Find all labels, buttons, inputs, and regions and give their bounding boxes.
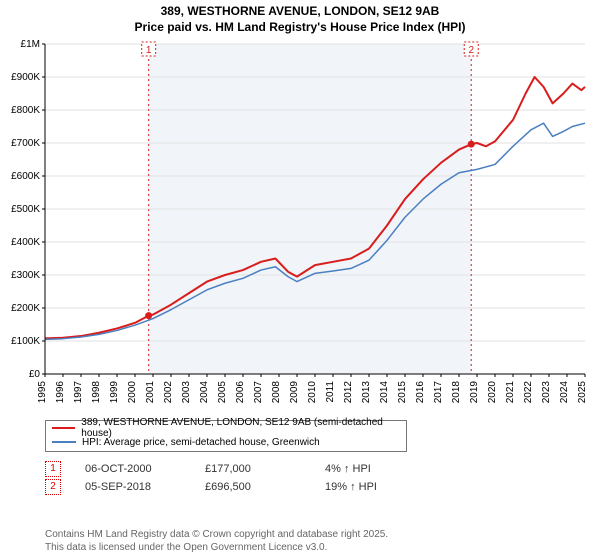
svg-text:2011: 2011 — [325, 381, 336, 403]
svg-text:2010: 2010 — [307, 381, 318, 404]
svg-text:2014: 2014 — [379, 381, 390, 404]
svg-text:1995: 1995 — [37, 381, 48, 404]
title-subtitle: Price paid vs. HM Land Registry's House … — [0, 20, 600, 34]
title-block: 389, WESTHORNE AVENUE, LONDON, SE12 9AB … — [0, 0, 600, 34]
svg-text:2025: 2025 — [577, 381, 588, 404]
transaction-price-1: £177,000 — [205, 463, 325, 475]
transaction-hpi-1: 4% ↑ HPI — [325, 463, 445, 475]
svg-text:2016: 2016 — [415, 381, 426, 404]
svg-text:1999: 1999 — [109, 381, 120, 404]
svg-text:2022: 2022 — [523, 381, 534, 404]
svg-text:1997: 1997 — [73, 381, 84, 404]
svg-text:2023: 2023 — [541, 381, 552, 404]
svg-text:£1M: £1M — [21, 39, 40, 50]
svg-text:2018: 2018 — [451, 381, 462, 404]
svg-text:2008: 2008 — [271, 381, 282, 404]
svg-text:2007: 2007 — [253, 381, 264, 404]
title-address: 389, WESTHORNE AVENUE, LONDON, SE12 9AB — [0, 4, 600, 18]
transaction-row-1: 1 06-OCT-2000 £177,000 4% ↑ HPI — [45, 460, 585, 478]
transaction-date-2: 05-SEP-2018 — [85, 481, 205, 493]
svg-text:£100K: £100K — [11, 336, 40, 347]
svg-text:2024: 2024 — [559, 381, 570, 404]
legend-swatch-hpi — [52, 441, 76, 443]
svg-text:£600K: £600K — [11, 171, 40, 182]
line-chart-svg: £0 £100K £200K £300K £400K £500K £600K £700K £80… — [0, 38, 600, 418]
svg-text:£200K: £200K — [11, 303, 40, 314]
svg-text:2009: 2009 — [289, 381, 300, 404]
transactions-table: 1 06-OCT-2000 £177,000 4% ↑ HPI 2 05-SEP… — [45, 460, 585, 496]
svg-text:1: 1 — [146, 45, 152, 56]
svg-text:1998: 1998 — [91, 381, 102, 404]
svg-text:£500K: £500K — [11, 204, 40, 215]
svg-text:2020: 2020 — [487, 381, 498, 404]
transaction-price-2: £696,500 — [205, 481, 325, 493]
svg-text:2019: 2019 — [469, 381, 480, 404]
svg-text:£900K: £900K — [11, 72, 40, 83]
chart-area: £0 £100K £200K £300K £400K £500K £600K £700K £80… — [0, 38, 600, 418]
svg-text:£800K: £800K — [11, 105, 40, 116]
svg-text:2017: 2017 — [433, 381, 444, 404]
legend-item-address: 389, WESTHORNE AVENUE, LONDON, SE12 9AB … — [46, 421, 406, 435]
transaction-row-2: 2 05-SEP-2018 £696,500 19% ↑ HPI — [45, 478, 585, 496]
svg-text:1996: 1996 — [55, 381, 66, 404]
attribution-footer: Contains HM Land Registry data © Crown c… — [45, 529, 585, 554]
svg-text:2015: 2015 — [397, 381, 408, 404]
legend-box: 389, WESTHORNE AVENUE, LONDON, SE12 9AB … — [45, 420, 407, 452]
svg-text:2001: 2001 — [145, 381, 156, 404]
svg-text:2004: 2004 — [199, 381, 210, 404]
transaction-badge-2: 2 — [45, 479, 61, 495]
svg-text:2013: 2013 — [361, 381, 372, 404]
svg-text:£300K: £300K — [11, 270, 40, 281]
transaction-hpi-2: 19% ↑ HPI — [325, 481, 445, 493]
svg-text:2003: 2003 — [181, 381, 192, 404]
svg-text:£400K: £400K — [11, 237, 40, 248]
footer-line1: Contains HM Land Registry data © Crown c… — [45, 529, 585, 542]
legend-swatch-address — [52, 427, 75, 429]
svg-text:2: 2 — [468, 45, 474, 56]
transaction-badge-1: 1 — [45, 461, 61, 477]
svg-text:2000: 2000 — [127, 381, 138, 404]
footer-line2: This data is licensed under the Open Gov… — [45, 542, 585, 555]
svg-text:2006: 2006 — [235, 381, 246, 404]
legend-label-hpi: HPI: Average price, semi-detached house,… — [82, 437, 320, 448]
transaction-date-1: 06-OCT-2000 — [85, 463, 205, 475]
svg-text:£700K: £700K — [11, 138, 40, 149]
svg-text:2002: 2002 — [163, 381, 174, 404]
chart-container: 389, WESTHORNE AVENUE, LONDON, SE12 9AB … — [0, 0, 600, 560]
svg-text:2005: 2005 — [217, 381, 228, 404]
svg-text:2012: 2012 — [343, 381, 354, 404]
svg-text:£0: £0 — [29, 369, 41, 380]
svg-text:2021: 2021 — [505, 381, 516, 404]
